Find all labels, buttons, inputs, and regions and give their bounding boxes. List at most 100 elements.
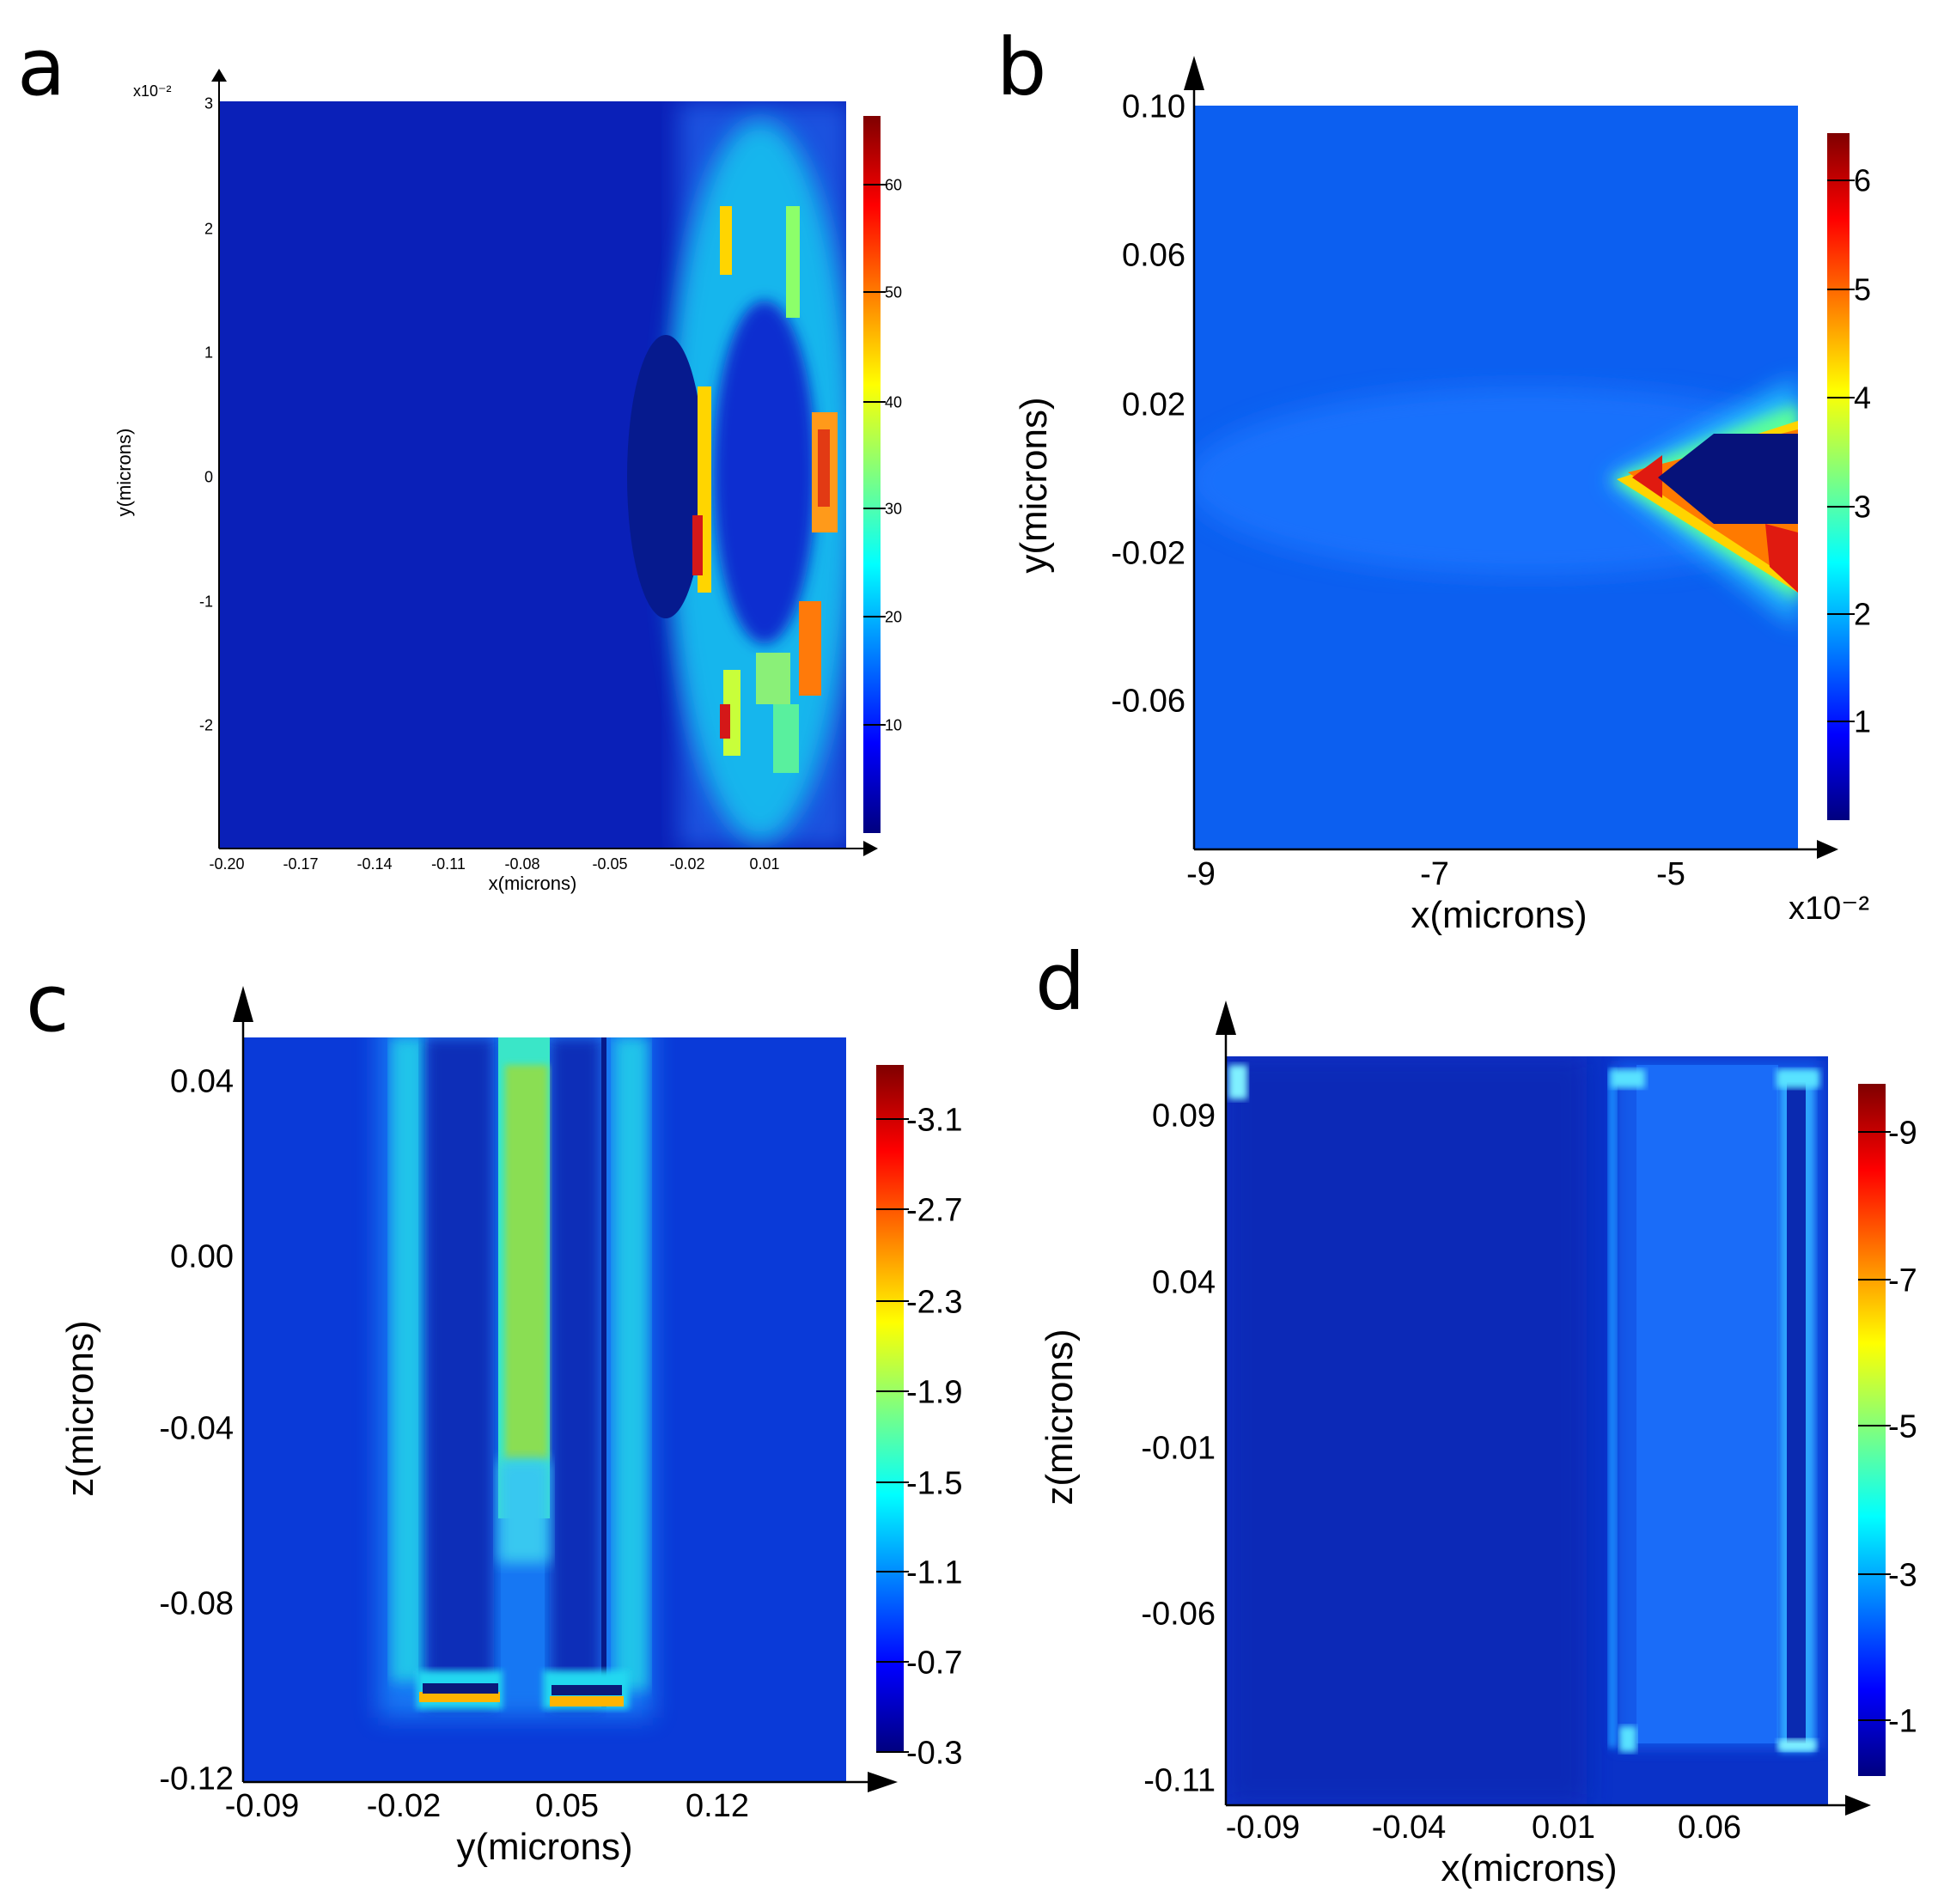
y-tick-label-d: 0.04 <box>1152 1264 1216 1300</box>
colorbar-tick-label-b: 3 <box>1854 490 1871 525</box>
y-axis-arrow-a <box>211 69 227 82</box>
colorbar-tick-label-d: -1 <box>1888 1703 1917 1739</box>
y-axis-title-c: z(microns) <box>59 1320 101 1496</box>
y-tick-label-b: 0.02 <box>1122 386 1185 423</box>
y-axis-arrow-d <box>1216 1001 1236 1035</box>
colorbar-a <box>863 116 881 833</box>
panel-label-a: a <box>17 21 65 113</box>
x-tick-label-d: -0.04 <box>1372 1810 1447 1846</box>
y-tick-label-b: -0.06 <box>1111 683 1185 719</box>
colorbar-tick-label-a: 30 <box>885 500 902 517</box>
y-tick-label-b: 0.06 <box>1122 237 1185 273</box>
colorbar-tick-label-b: 4 <box>1854 380 1871 416</box>
y-tick-label-a: -2 <box>199 716 213 733</box>
colorbar-tick-label-b: 2 <box>1854 597 1871 632</box>
colorbar-d-ticks: -9 -7 -5 -3 -1 <box>1858 1115 1917 1739</box>
colorbar-tick-label-d: -3 <box>1888 1557 1917 1593</box>
colorbar-tick-label-d: -7 <box>1888 1262 1917 1299</box>
panel-label-b: b <box>996 21 1046 113</box>
y-tick-label-d: 0.09 <box>1152 1098 1216 1134</box>
colorbar-b-ticks: 6 5 4 3 2 1 <box>1827 163 1871 739</box>
colorbar-tick-label-c: -0.7 <box>906 1645 962 1681</box>
colorbar-d <box>1858 1084 1886 1776</box>
x-tick-label-d: 0.01 <box>1532 1810 1595 1846</box>
x-tick-label-a: -0.08 <box>504 855 539 873</box>
y-tick-label-c: -0.04 <box>159 1410 234 1446</box>
y-axis-arrow-c <box>233 986 253 1022</box>
colorbar-c <box>876 1065 904 1752</box>
y-tick-label-b: 0.10 <box>1122 88 1185 125</box>
y-tick-label-b: -0.02 <box>1111 535 1185 571</box>
panel-label-d: d <box>1035 936 1085 1028</box>
colorbar-tick-label-c: -2.3 <box>906 1284 962 1320</box>
colorbar-tick-label-a: 40 <box>885 393 902 411</box>
x-axis-arrow-a <box>863 841 878 856</box>
colorbar-tick-label-c: -3.1 <box>906 1102 962 1138</box>
x-tick-label-d: -0.09 <box>1226 1810 1301 1846</box>
x-multiplier-b: x10⁻² <box>1789 891 1869 927</box>
colorbar-tick-label-c: -0.3 <box>906 1735 962 1771</box>
y-tick-label-c: -0.08 <box>159 1585 234 1621</box>
colorbar-tick-label-b: 5 <box>1854 272 1871 307</box>
panel-c: c -3.1 -2.7 -2.3 -1.9 -1.5 -1.1 -0.7 -0.3 -0.09… <box>26 958 962 1868</box>
panel-label-c: c <box>26 958 70 1049</box>
y-tick-label-a: 2 <box>204 220 213 237</box>
colorbar-tick-label-b: 6 <box>1854 163 1871 198</box>
y-axis-arrow-b <box>1184 56 1204 90</box>
x-ticks-d: -0.09 -0.04 0.01 0.06 <box>1226 1810 1741 1846</box>
y-tick-label-d: -0.01 <box>1141 1430 1216 1466</box>
colorbar-tick-label-a: 20 <box>885 608 902 625</box>
y-ticks-a: 3 2 1 0 -1 -2 <box>199 94 213 733</box>
colorbar-tick-label-a: 50 <box>885 283 902 301</box>
colorbar-tick-label-a: 10 <box>885 716 902 733</box>
x-tick-label-a: -0.11 <box>431 855 466 873</box>
y-ticks-d: 0.09 0.04 -0.01 -0.06 -0.11 <box>1141 1098 1216 1798</box>
x-ticks-a: -0.20 -0.17 -0.14 -0.11 -0.08 -0.05 -0.02 0.01 <box>209 855 779 873</box>
x-tick-label-a: 0.01 <box>749 855 779 873</box>
x-tick-label-c: 0.12 <box>686 1788 749 1824</box>
y-axis-title-d: z(microns) <box>1039 1329 1081 1505</box>
heatmap-b-field <box>1194 378 1798 627</box>
x-tick-label-b: -7 <box>1420 856 1449 892</box>
y-tick-label-a: 3 <box>204 94 213 112</box>
x-axis-arrow-d <box>1845 1795 1871 1816</box>
y-ticks-b: 0.10 0.06 0.02 -0.02 -0.06 <box>1111 88 1185 719</box>
x-ticks-b: -9 -7 -5 <box>1186 856 1685 892</box>
x-axis-arrow-c <box>868 1772 898 1792</box>
colorbar-tick-label-c: -1.5 <box>906 1465 962 1501</box>
y-tick-label-c: 0.00 <box>170 1238 234 1274</box>
x-axis-title-d: x(microns) <box>1441 1847 1617 1889</box>
colorbar-tick-label-c: -2.7 <box>906 1192 962 1228</box>
colorbar-c-ticks: -3.1 -2.7 -2.3 -1.9 -1.5 -1.1 -0.7 -0.3 <box>876 1102 962 1771</box>
x-tick-label-c: 0.05 <box>535 1788 599 1824</box>
x-axis-title-c: y(microns) <box>456 1826 632 1868</box>
x-tick-label-a: -0.17 <box>283 855 318 873</box>
y-tick-label-d: -0.11 <box>1143 1762 1216 1798</box>
panel-d: d -9 -7 -5 -3 -1 -0.09 -0.04 0.01 0.06 0.09 0.04… <box>1035 936 1917 1889</box>
x-axis-title-b: x(microns) <box>1411 894 1587 936</box>
x-tick-label-b: -9 <box>1186 856 1216 892</box>
y-tick-label-d: -0.06 <box>1141 1596 1216 1632</box>
y-tick-label-c: 0.04 <box>170 1063 234 1099</box>
y-ticks-c: 0.04 0.00 -0.04 -0.08 -0.12 <box>159 1063 234 1797</box>
y-axis-title-b: y(microns) <box>1013 397 1055 573</box>
colorbar-a-ticks: 60 50 40 30 20 10 <box>863 176 902 733</box>
x-tick-label-a: -0.05 <box>592 855 627 873</box>
y-tick-label-a: -1 <box>199 593 213 610</box>
heatmap-c-field <box>378 1037 653 1718</box>
colorbar-tick-label-d: -5 <box>1888 1408 1917 1445</box>
y-tick-label-c: -0.12 <box>159 1761 234 1797</box>
y-tick-label-a: 0 <box>204 468 213 485</box>
x-tick-label-b: -5 <box>1656 856 1685 892</box>
colorbar-tick-label-a: 60 <box>885 176 902 193</box>
x-axis-title-a: x(microns) <box>489 873 577 894</box>
colorbar-tick-label-b: 1 <box>1854 704 1871 739</box>
x-tick-label-c: -0.02 <box>367 1788 442 1824</box>
panel-b: b 6 5 4 3 2 1 -9 -7 -5 0.10 0.06 0.02 -0.02 -0.06 x… <box>996 21 1871 936</box>
heatmap-a-field <box>627 101 846 849</box>
x-tick-label-a: -0.14 <box>357 855 392 873</box>
x-axis-arrow-b <box>1817 840 1838 859</box>
colorbar-tick-label-d: -9 <box>1888 1115 1917 1151</box>
